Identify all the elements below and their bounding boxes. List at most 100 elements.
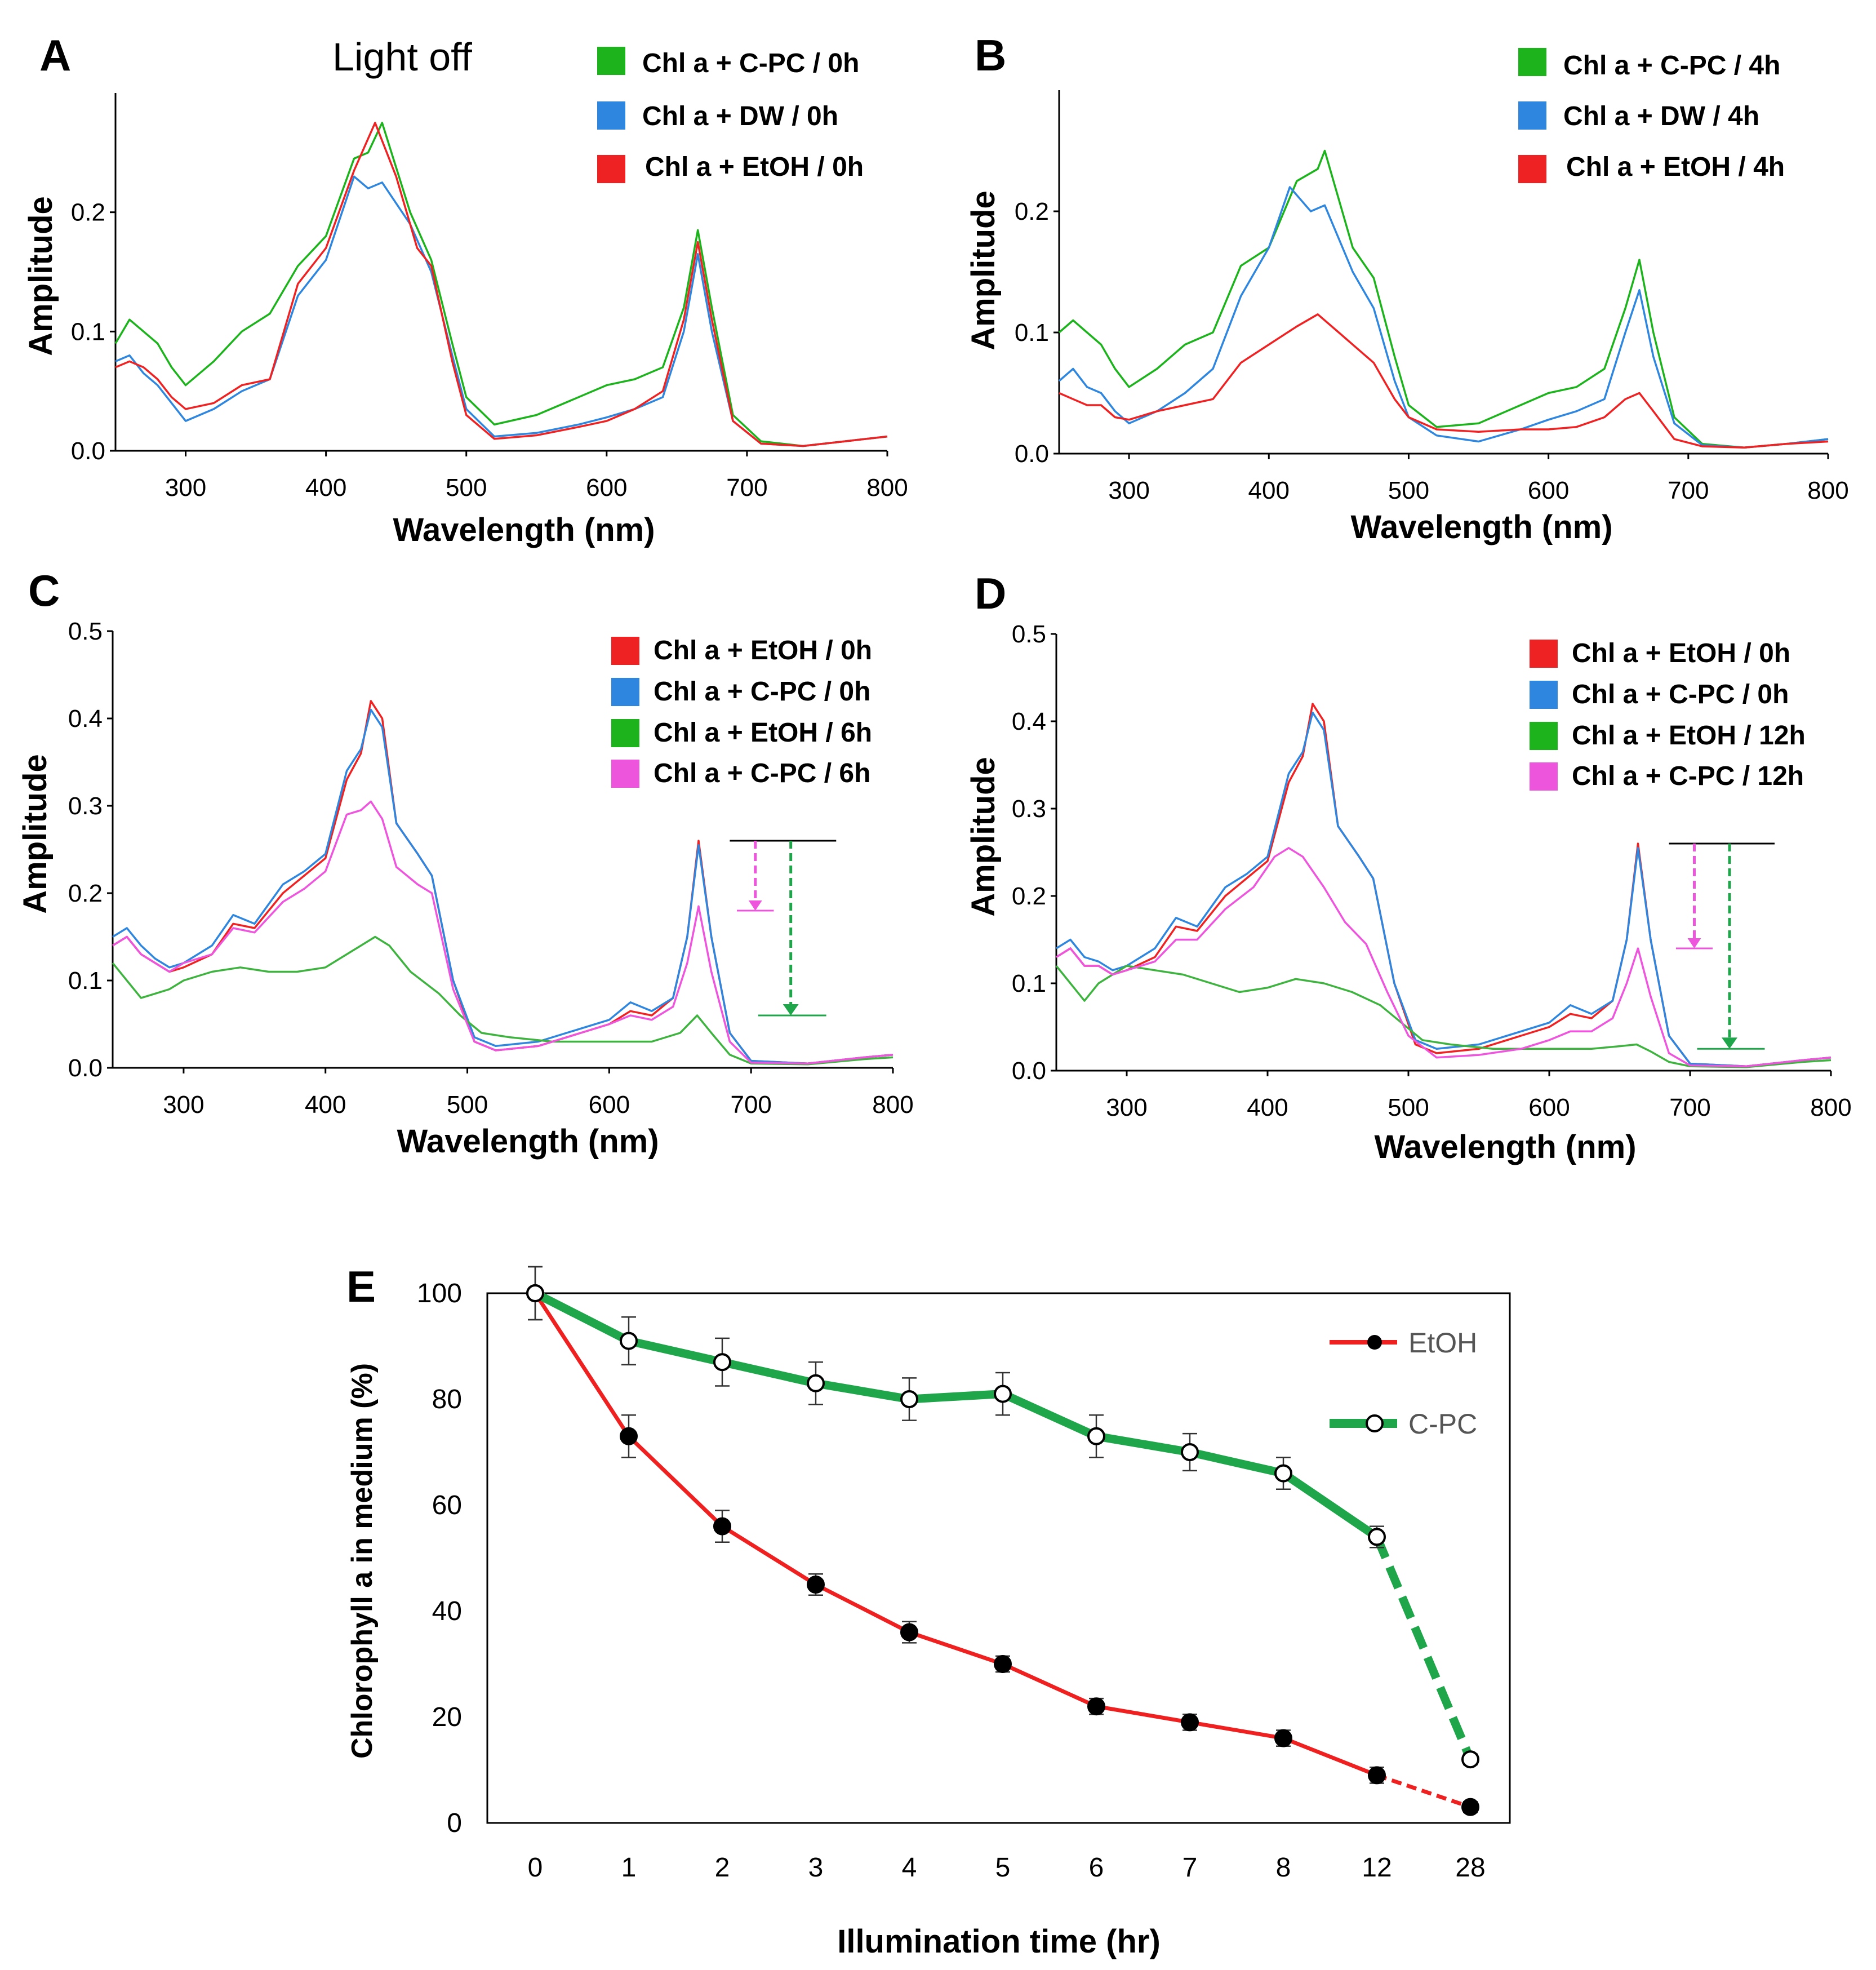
panel-b-legend: Chl a + C-PC / 4h Chl a + DW / 4h Chl a … (1518, 48, 1785, 183)
y-tick-label: 80 (432, 1385, 462, 1414)
data-point (526, 1284, 544, 1302)
y-tick-label: 40 (432, 1596, 462, 1626)
legend-label: Chl a + C-PC / 4h (1563, 51, 1780, 81)
legend-label: Chl a + DW / 4h (1563, 101, 1759, 131)
panel-d-y-axis-title: Amplitude (965, 757, 1002, 917)
legend-swatch (611, 678, 639, 706)
y-tick-label: 0.2 (1012, 882, 1046, 910)
x-tick-label: 400 (1248, 477, 1290, 504)
y-tick-label: 20 (432, 1702, 462, 1732)
panel-a-x-axis-title: Wavelength (nm) (393, 512, 655, 548)
legend-marker-etoh (1367, 1335, 1382, 1350)
x-tick-label: 300 (165, 474, 206, 502)
legend-label-etoh: EtOH (1408, 1327, 1477, 1359)
y-tick-label: 0.0 (1015, 440, 1049, 468)
series-line (1055, 965, 1831, 1068)
data-point (1274, 1464, 1292, 1483)
y-tick-label: 0.0 (1012, 1057, 1046, 1085)
arrowhead-etoh (783, 1004, 799, 1015)
panel-a-subtitle: Light off (332, 35, 472, 79)
legend-swatch (1530, 722, 1558, 750)
panel-c-plot: 300 400 500 600 700 800 0.0 0.1 0.2 0.3 0.4 0.5 (68, 618, 914, 1119)
x-tick-label: 300 (1108, 477, 1149, 504)
x-tick-label: 600 (589, 1091, 630, 1119)
legend-label: Chl a + EtOH / 6h (654, 718, 872, 748)
x-tick-label: 700 (730, 1091, 771, 1119)
legend-label: Chl a + DW / 0h (642, 101, 838, 131)
legend-label: Chl a + C-PC / 0h (642, 48, 859, 78)
panel-c-legend: Chl a + EtOH / 0h Chl a + C-PC / 0h Chl … (611, 636, 872, 788)
x-tick-label: 500 (446, 474, 487, 502)
x-tick-label: 28 (1455, 1853, 1485, 1883)
legend-swatch (1530, 681, 1558, 709)
data-point (900, 1390, 918, 1408)
legend-label: Chl a + EtOH / 4h (1566, 152, 1785, 182)
plot-frame (486, 1292, 1511, 1824)
y-tick-label: 0.5 (68, 618, 103, 645)
x-tick-label: 600 (1528, 477, 1569, 504)
panel-e-y-axis-title: Chlorophyll a in medium (%) (346, 1363, 379, 1759)
data-point (713, 1517, 731, 1536)
panel-d-x-axis-title: Wavelength (nm) (1374, 1129, 1636, 1165)
series-line (1058, 186, 1829, 449)
series-line (1058, 149, 1829, 449)
data-point (900, 1623, 918, 1641)
legend-label: Chl a + EtOH / 12h (1572, 721, 1806, 751)
panel-d: D 300 400 500 600 700 800 0.0 0.1 0.2 0.3 0.4 0.5 W… (965, 569, 1852, 1165)
series-line (1056, 711, 1831, 1068)
legend-swatch (1518, 101, 1546, 130)
arrowhead-etoh (1722, 1037, 1737, 1049)
series-line (1059, 313, 1829, 449)
legend-swatch (611, 719, 639, 747)
panel-a: A Light off 300 400 500 600 700 8000.00.10.2 … (23, 30, 908, 548)
x-tick-label: 400 (305, 474, 346, 502)
x-tick-label: 700 (1668, 477, 1709, 504)
series-line (533, 1289, 1380, 1541)
legend-swatch (1530, 640, 1558, 668)
series-line (1056, 847, 1831, 1068)
panel-d-plot: 300 400 500 600 700 800 0.0 0.1 0.2 0.3 0.4 0.5 (1012, 620, 1852, 1121)
panel-label-c: C (28, 566, 60, 615)
panel-b-x-axis-title: Wavelength (nm) (1350, 509, 1612, 545)
data-point (807, 1576, 825, 1594)
x-tick-label: 0 (528, 1853, 543, 1883)
panel-e-legend: EtOH C-PC (1330, 1327, 1477, 1440)
y-tick-label: 0.3 (1012, 795, 1046, 823)
panel-b: B 300 400 500 600 700 800 0.0 0.1 0.2 Wavelength… (965, 30, 1849, 545)
panel-a-y-axis-title: Amplitude (23, 196, 59, 356)
series-line (114, 122, 888, 447)
panel-d-legend: Chl a + EtOH / 0h Chl a + C-PC / 0h Chl … (1530, 638, 1806, 791)
y-tick-label: 0.2 (1015, 198, 1049, 225)
y-tick-label: 0.1 (68, 967, 103, 995)
data-point (1181, 1443, 1199, 1461)
x-tick-label: 300 (163, 1091, 204, 1119)
legend-swatch (597, 155, 625, 183)
legend-swatch (1518, 155, 1546, 183)
series-line (534, 1292, 1378, 1777)
data-point (1087, 1697, 1105, 1716)
x-tick-label: 400 (1247, 1094, 1288, 1121)
x-tick-label: 4 (902, 1853, 917, 1883)
legend-label: Chl a + C-PC / 0h (1572, 680, 1789, 709)
x-tick-label: 8 (1276, 1853, 1291, 1883)
legend-label: Chl a + EtOH / 0h (1572, 638, 1790, 668)
y-tick-label: 100 (417, 1279, 462, 1308)
data-point (1274, 1729, 1292, 1747)
x-tick-label: 5 (995, 1853, 1011, 1883)
panel-a-plot: 300 400 500 600 700 800 0.0 0.1 0.2 (71, 93, 908, 502)
series-line-extrapolated (1376, 1773, 1472, 1809)
legend-marker-cpc (1366, 1414, 1384, 1432)
panel-label-a: A (39, 30, 71, 80)
x-tick-label: 800 (872, 1091, 913, 1119)
arrowhead-cpc (1687, 938, 1701, 948)
x-tick-label: 2 (715, 1853, 730, 1883)
series-line-extrapolated (1373, 1535, 1474, 1762)
series-line (115, 122, 888, 447)
panel-c: C 300 400 500 600 700 800 0.0 0.1 0.2 0.3 0.4 0.5 W… (17, 566, 914, 1160)
data-point (807, 1374, 825, 1392)
series-line (1056, 703, 1831, 1068)
data-point (713, 1353, 731, 1372)
